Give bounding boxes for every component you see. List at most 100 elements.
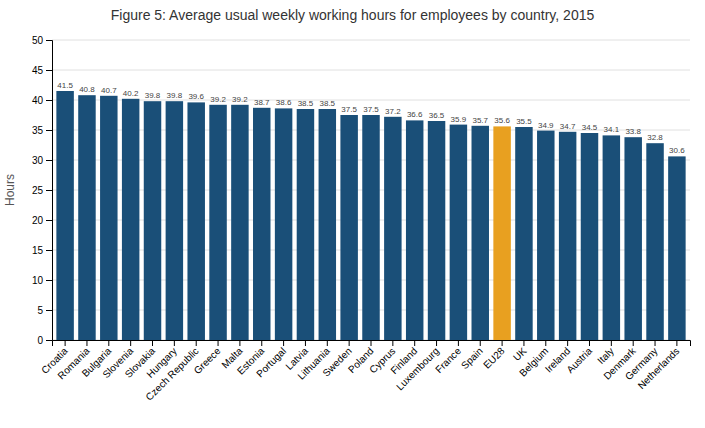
tick-mark <box>676 340 677 346</box>
bar <box>297 109 314 340</box>
tick-mark <box>567 340 568 346</box>
bar <box>340 115 357 340</box>
tick-label: 30 <box>32 155 44 166</box>
bar <box>646 143 663 340</box>
tick: 10 <box>32 275 52 286</box>
tick-label: Portugal <box>254 345 288 379</box>
grid-line <box>52 40 690 41</box>
tick: 50 <box>32 35 52 46</box>
tick: UK <box>511 340 529 363</box>
tick-label: 25 <box>32 185 44 196</box>
tick-mark <box>436 340 437 346</box>
x-axis: CroatiaRomaniaBulgariaSloveniaSlovakiaHu… <box>39 340 690 403</box>
axis-title: Hours <box>3 174 17 206</box>
bar <box>209 105 226 340</box>
tick-label: Austria <box>564 345 594 375</box>
tick-label: 5 <box>37 305 43 316</box>
bar <box>384 117 401 340</box>
bar <box>603 135 620 340</box>
tick-label: Netherlands <box>636 345 682 391</box>
data-label: 38.5 <box>320 99 336 108</box>
bar <box>668 156 685 340</box>
data-label: 33.8 <box>625 127 641 136</box>
tick-label: 50 <box>32 35 44 46</box>
data-labels: 41.540.840.740.239.839.839.639.239.238.7… <box>57 81 685 155</box>
bar <box>319 109 336 340</box>
data-label: 34.9 <box>538 121 554 130</box>
tick-mark <box>655 340 656 346</box>
tick-mark <box>458 340 459 346</box>
tick-label: Sweden <box>320 345 353 378</box>
tick-label: 40 <box>32 95 44 106</box>
data-label: 38.5 <box>298 99 314 108</box>
tick: Czech Republic <box>143 340 200 403</box>
tick: Belgium <box>517 340 550 379</box>
tick-mark <box>46 70 52 71</box>
tick-mark <box>46 190 52 191</box>
tick: 25 <box>32 185 52 196</box>
data-label: 34.7 <box>560 122 576 131</box>
tick-label: 15 <box>32 245 44 256</box>
tick: 35 <box>32 125 52 136</box>
data-label: 37.5 <box>363 105 379 114</box>
bar <box>166 101 183 340</box>
tick-mark <box>108 340 109 346</box>
bar <box>253 108 270 340</box>
tick: France <box>433 340 463 375</box>
data-label: 39.2 <box>210 95 226 104</box>
tick-mark <box>46 220 52 221</box>
tick-label: EU28 <box>481 345 507 371</box>
tick: Greece <box>192 340 223 376</box>
tick: Portugal <box>254 340 288 379</box>
tick-mark <box>545 340 546 346</box>
tick-mark <box>371 340 372 346</box>
tick-mark <box>523 340 524 346</box>
bar <box>231 105 248 340</box>
tick-mark <box>196 340 197 346</box>
bars <box>56 91 685 340</box>
tick: Spain <box>459 340 485 371</box>
tick-mark <box>327 340 328 346</box>
data-label: 38.7 <box>254 98 270 107</box>
bar <box>428 121 445 340</box>
tick-mark <box>46 100 52 101</box>
data-label: 39.2 <box>232 95 248 104</box>
data-label: 39.8 <box>167 91 183 100</box>
tick: 20 <box>32 215 52 226</box>
tick-label: Greece <box>192 345 223 376</box>
tick: 45 <box>32 65 52 76</box>
tick: Austria <box>564 340 594 375</box>
bar <box>515 127 532 340</box>
tick-mark <box>502 340 503 346</box>
plot: 41.540.840.740.239.839.839.639.239.238.7… <box>32 35 691 403</box>
tick-mark <box>633 340 634 346</box>
tick-label: Belgium <box>517 345 550 378</box>
tick-label: UK <box>511 345 529 363</box>
tick-mark <box>46 250 52 251</box>
tick: 30 <box>32 155 52 166</box>
data-label: 35.5 <box>516 117 532 126</box>
tick-mark <box>392 340 393 346</box>
tick-mark <box>174 340 175 346</box>
tick: EU28 <box>481 340 507 371</box>
data-label: 36.6 <box>407 110 423 119</box>
tick-mark <box>86 340 87 346</box>
data-label: 34.1 <box>604 125 620 134</box>
data-label: 36.5 <box>429 111 445 120</box>
tick-mark <box>261 340 262 346</box>
tick-mark <box>152 340 153 346</box>
bar <box>537 131 554 340</box>
chart: Figure 5: Average usual weekly working h… <box>0 0 705 428</box>
bar <box>450 125 467 340</box>
data-label: 40.7 <box>101 86 117 95</box>
bar <box>406 120 423 340</box>
tick-mark <box>589 340 590 346</box>
data-label: 41.5 <box>57 81 73 90</box>
data-label: 32.8 <box>647 133 663 142</box>
tick: 0 <box>37 335 52 346</box>
tick-label: France <box>433 345 463 375</box>
tick-label: Czech Republic <box>143 345 200 402</box>
bar <box>122 99 139 340</box>
bar <box>581 133 598 340</box>
tick-mark <box>65 340 66 346</box>
